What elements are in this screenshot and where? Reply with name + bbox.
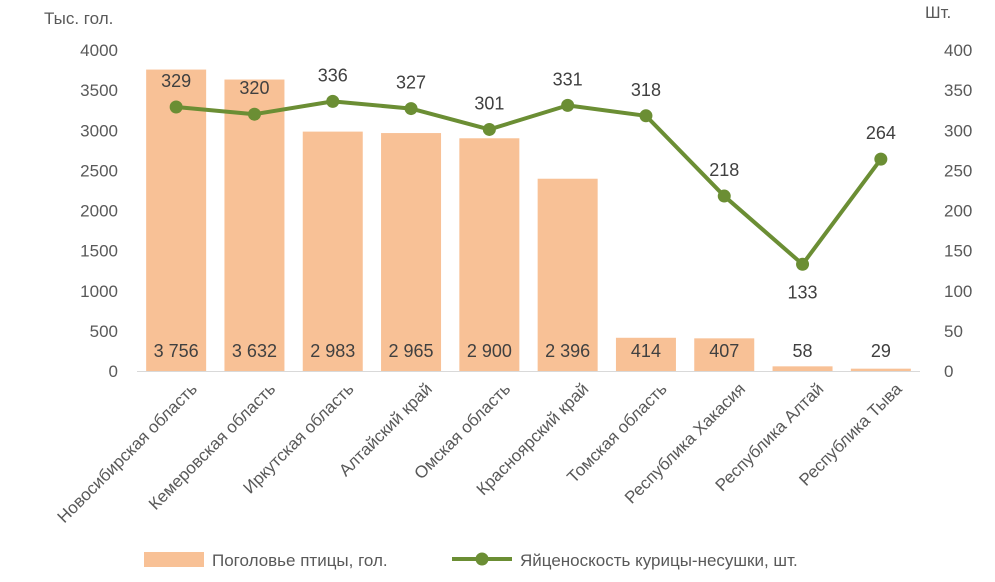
line-point: [717, 189, 731, 203]
y-right-title: Шт.: [925, 3, 951, 22]
y-right-tick: 250: [944, 161, 972, 180]
bar: [381, 133, 442, 371]
legend-line-label: Яйценоскость курицы-несушки, шт.: [520, 551, 798, 570]
bar: [302, 131, 363, 371]
line-series: [175, 99, 883, 267]
line-value-label: 320: [239, 78, 269, 98]
bar-value-label: 2 983: [310, 341, 355, 361]
legend-bar-swatch: [144, 552, 204, 567]
bar-value-label: 29: [871, 341, 891, 361]
bar-value-label: 3 756: [154, 341, 199, 361]
line-point: [404, 102, 418, 116]
y-right-tick: 100: [944, 282, 972, 301]
bar-value-label: 3 632: [232, 341, 277, 361]
y-left-tick: 4000: [80, 41, 118, 60]
bar-value-label: 2 900: [467, 341, 512, 361]
bar: [537, 178, 598, 371]
y-left-tick: 2000: [80, 202, 118, 221]
bar-value-label: 407: [709, 341, 739, 361]
line-value-label: 264: [866, 123, 896, 143]
y-left-tick: 1000: [80, 282, 118, 301]
line-point: [169, 100, 183, 114]
x-tick-label: Кемеровская область: [145, 379, 279, 513]
line-value-label: 331: [553, 69, 583, 89]
y-left-tick: 2500: [80, 161, 118, 180]
y-right-tick: 50: [944, 322, 963, 341]
bar: [224, 79, 285, 372]
y-left-title: Тыс. гол.: [44, 9, 113, 28]
bar-value-label: 58: [793, 341, 813, 361]
x-tick-label: Новосибирская область: [54, 379, 201, 526]
line-point: [326, 94, 340, 108]
y-right-tick: 300: [944, 121, 972, 140]
y-right-tick: 150: [944, 242, 972, 261]
line-value-label: 327: [396, 73, 426, 93]
y-right-tick: 0: [944, 362, 953, 381]
line-value-label: 336: [318, 65, 348, 85]
y-left-tick: 1500: [80, 242, 118, 261]
y-right-tick: 200: [944, 202, 972, 221]
bar: [694, 338, 755, 371]
line-point: [796, 257, 810, 271]
line-point: [482, 122, 496, 136]
line-value-label: 218: [709, 160, 739, 180]
bar: [615, 337, 676, 371]
bar-value-label: 2 965: [389, 341, 434, 361]
line-point: [561, 98, 575, 112]
bar: [772, 366, 833, 371]
y-left-tick: 3000: [80, 121, 118, 140]
y-right-tick: 350: [944, 81, 972, 100]
y-left-tick: 3500: [80, 81, 118, 100]
legend-line-marker: [475, 552, 489, 566]
line-point: [247, 107, 261, 121]
y-right-tick: 400: [944, 41, 972, 60]
line-value-label: 329: [161, 71, 191, 91]
line-value-label: 318: [631, 80, 661, 100]
y-left-tick: 0: [109, 362, 118, 381]
legend-bar-label: Поголовье птицы, гол.: [212, 551, 388, 570]
line-point: [874, 152, 888, 166]
line-value-label: 133: [788, 282, 818, 302]
bar-value-label: 414: [631, 341, 661, 361]
bar: [459, 138, 520, 371]
y-left-tick: 500: [90, 322, 118, 341]
bar-value-label: 2 396: [545, 341, 590, 361]
line-value-label: 301: [474, 93, 504, 113]
bar: [850, 368, 911, 371]
bar: [146, 69, 207, 372]
line-point: [639, 109, 653, 123]
